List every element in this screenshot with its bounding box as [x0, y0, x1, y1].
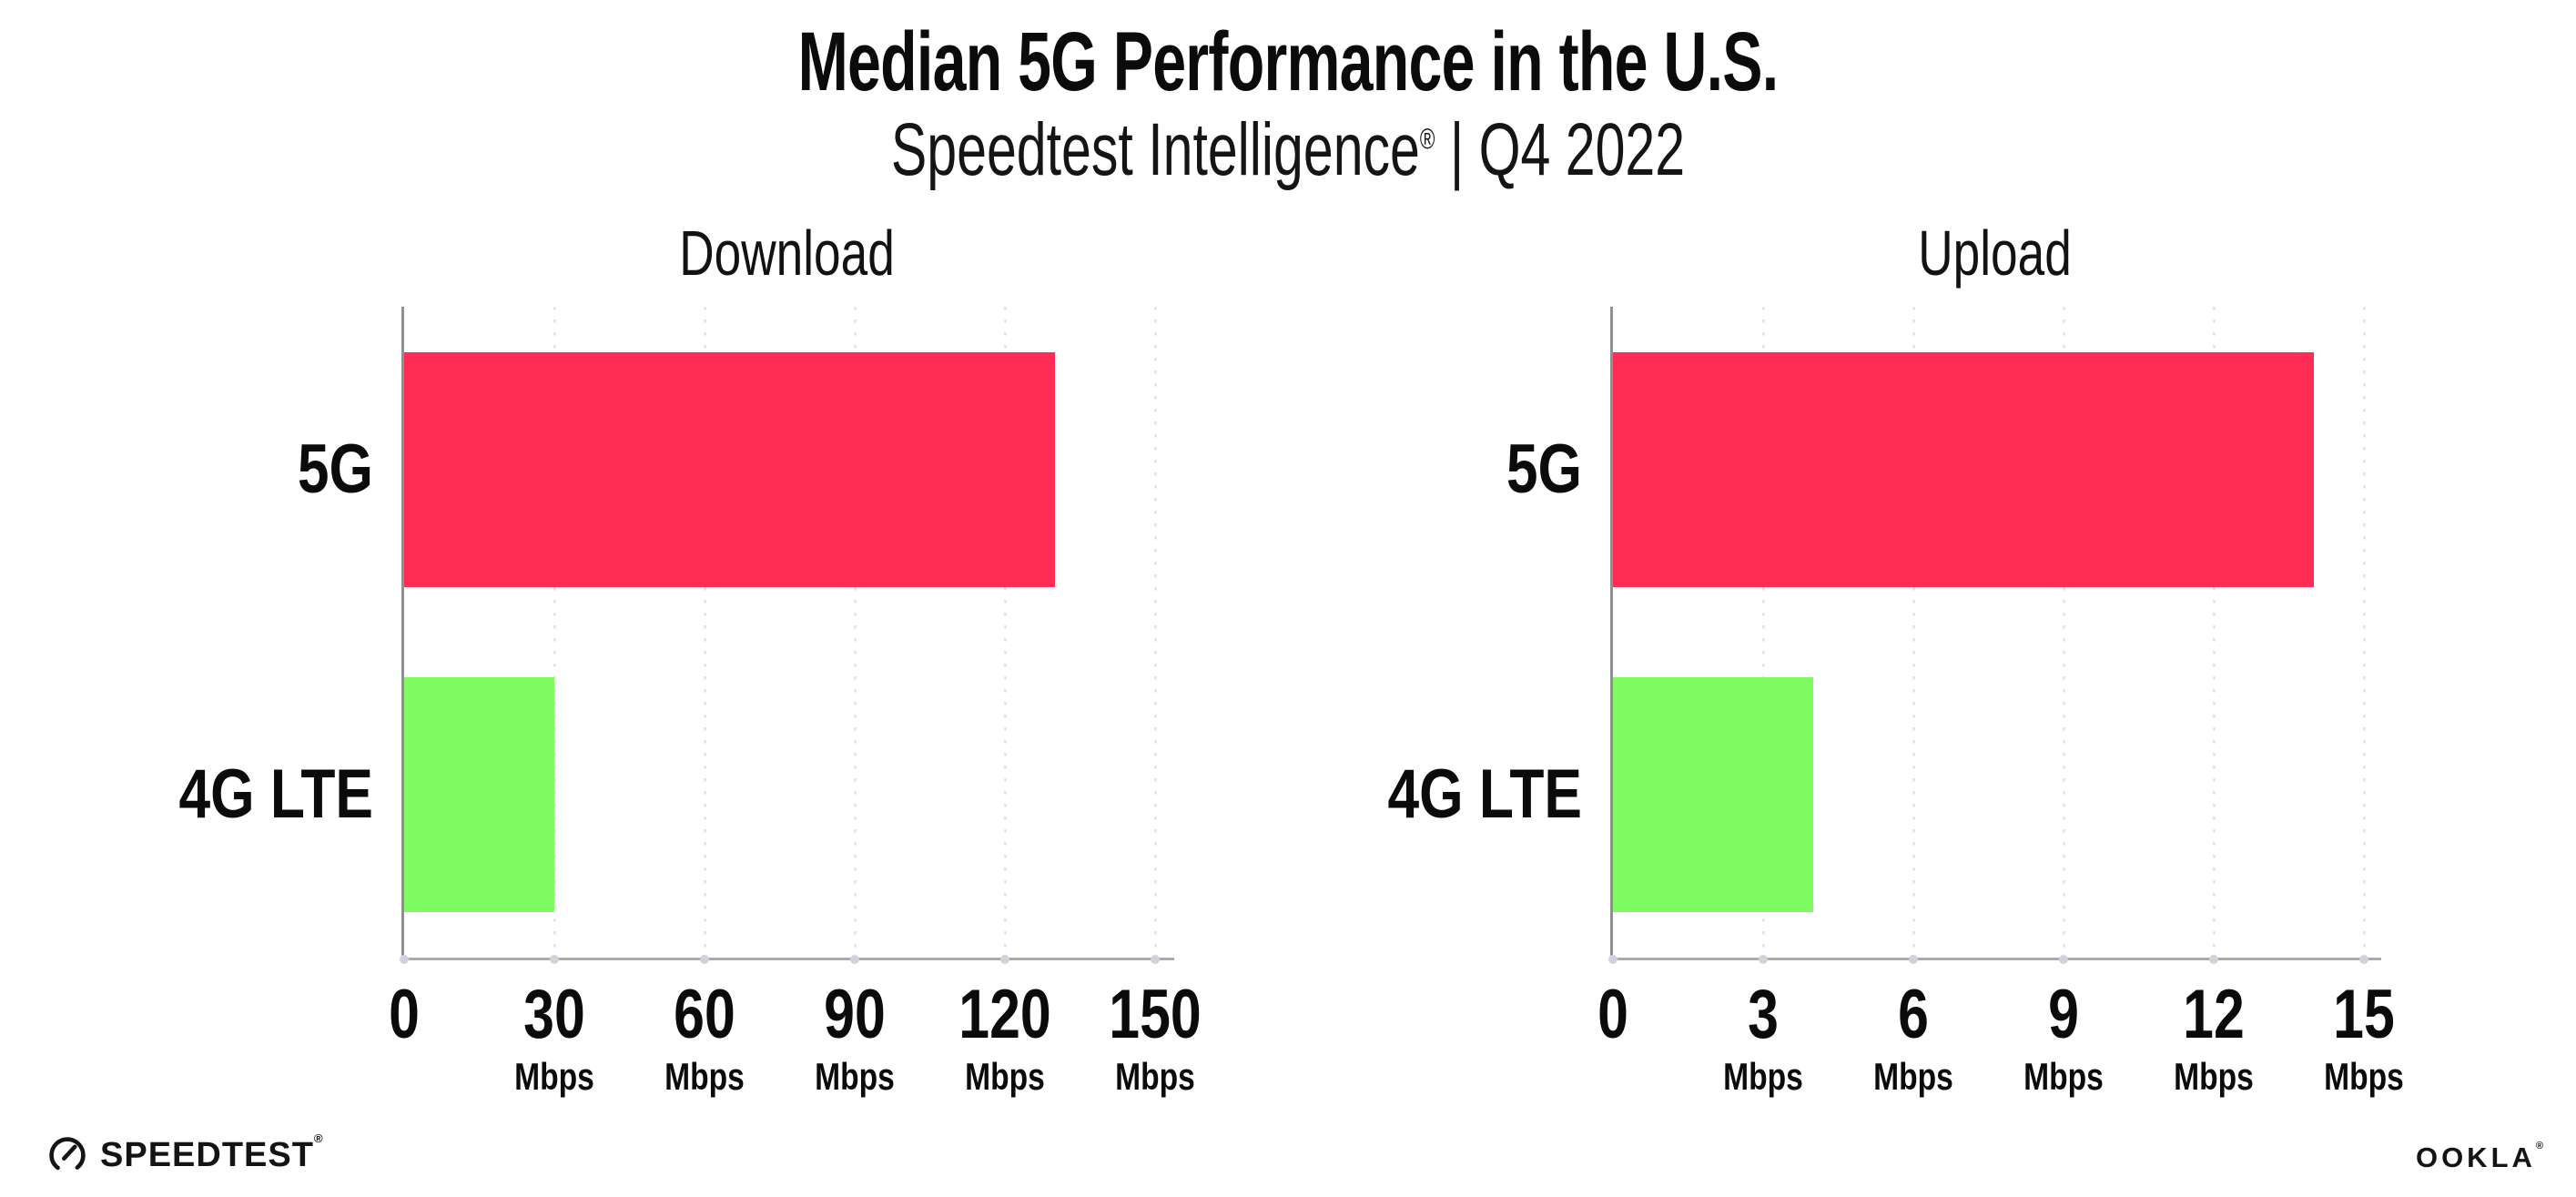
x-tick-unit: Mbps: [815, 1055, 895, 1098]
speedtest-registered-mark: ®: [313, 1131, 324, 1145]
x-axis-line: [1610, 958, 2381, 960]
x-tick-value: 0: [389, 976, 420, 1053]
speedtest-gauge-icon: [49, 1137, 86, 1173]
tick-dot: [400, 954, 409, 964]
x-tick-unit: Mbps: [2023, 1055, 2104, 1098]
tick-dot: [2059, 954, 2069, 964]
x-tick-value: 60: [674, 976, 735, 1053]
tick-dot: [2209, 954, 2219, 964]
gridline: [1003, 307, 1007, 958]
x-tick-value: 90: [824, 976, 886, 1053]
x-tick-value: 15: [2333, 976, 2396, 1053]
subplot-title: Download: [679, 218, 895, 289]
x-tick-value: 30: [523, 976, 585, 1053]
speedtest-logo-text: SPEEDTEST®: [100, 1131, 324, 1174]
registered-mark: ®: [1419, 123, 1435, 156]
tick-dot: [1151, 954, 1161, 964]
x-tick-label: 90 Mbps: [775, 979, 935, 1098]
x-tick-label: 3 Mbps: [1683, 979, 1843, 1098]
x-axis-line: [401, 958, 1174, 960]
x-tick-value: 120: [958, 976, 1051, 1053]
x-tick-unit: Mbps: [1723, 1055, 1803, 1098]
tick-dot: [1000, 954, 1010, 964]
x-tick-unit: Mbps: [965, 1055, 1045, 1098]
gridline: [1912, 307, 1915, 958]
x-tick-unit: Mbps: [514, 1055, 594, 1098]
x-tick-unit: Mbps: [2174, 1055, 2255, 1098]
x-tick-label: 0: [1533, 979, 1693, 1050]
tick-dot: [1909, 954, 1919, 964]
tick-dot: [1608, 954, 1618, 964]
x-tick-label: 60 Mbps: [624, 979, 785, 1098]
gridline: [2362, 307, 2366, 958]
x-tick-value: 150: [1109, 976, 1202, 1053]
y-category-label: 5G: [1506, 430, 1582, 508]
gridline: [553, 307, 556, 958]
x-tick-label: 12 Mbps: [2134, 979, 2294, 1098]
x-tick-label: 6 Mbps: [1833, 979, 1993, 1098]
bar-5g: [1613, 351, 2315, 587]
x-tick-value: 0: [1597, 976, 1628, 1053]
gridline: [1153, 307, 1157, 958]
tick-dot: [550, 954, 559, 964]
bar-5g: [404, 351, 1056, 587]
gridline: [853, 307, 857, 958]
x-tick-value: 12: [2183, 976, 2245, 1053]
ookla-logo: OOKLA®: [2416, 1141, 2543, 1174]
y-category-label: 5G: [297, 430, 373, 508]
y-axis-line: [1610, 307, 1613, 958]
bar-4g-lte: [404, 677, 554, 913]
subplot-title: Upload: [1918, 218, 2072, 289]
x-tick-unit: Mbps: [1873, 1055, 1953, 1098]
x-tick-label: 30 Mbps: [474, 979, 634, 1098]
x-tick-value: 9: [2048, 976, 2080, 1053]
subtitle-brand: Speedtest Intelligence: [890, 108, 1420, 191]
x-tick-label: 15 Mbps: [2284, 979, 2444, 1098]
tick-dot: [2359, 954, 2369, 964]
chart-subtitle: Speedtest Intelligence® | Q4 2022: [360, 107, 2216, 193]
gridline: [2212, 307, 2216, 958]
y-category-label: 4G LTE: [1387, 756, 1582, 834]
x-tick-unit: Mbps: [1115, 1055, 1195, 1098]
tick-dot: [1759, 954, 1769, 964]
y-axis-line: [401, 307, 404, 958]
tick-dot: [850, 954, 860, 964]
x-tick-value: 3: [1748, 976, 1779, 1053]
gridline: [703, 307, 706, 958]
x-tick-unit: Mbps: [664, 1055, 745, 1098]
x-tick-label: 150 Mbps: [1075, 979, 1235, 1098]
x-tick-label: 0: [324, 979, 484, 1050]
y-category-label: 4G LTE: [178, 756, 373, 834]
ookla-registered-mark: ®: [2535, 1141, 2543, 1151]
chart-title: Median 5G Performance in the U.S.: [797, 15, 1780, 108]
gridline: [2062, 307, 2065, 958]
bar-4g-lte: [1613, 677, 1814, 913]
ookla-logo-text: OOKLA: [2415, 1141, 2536, 1173]
x-tick-unit: Mbps: [2324, 1055, 2405, 1098]
speedtest-logo: SPEEDTEST®: [47, 1131, 324, 1176]
gridline: [1761, 307, 1765, 958]
x-tick-label: 120 Mbps: [925, 979, 1085, 1098]
x-tick-value: 6: [1898, 976, 1930, 1053]
x-tick-label: 9 Mbps: [1983, 979, 2144, 1098]
tick-dot: [700, 954, 710, 964]
subtitle-period: | Q4 2022: [1435, 108, 1686, 191]
